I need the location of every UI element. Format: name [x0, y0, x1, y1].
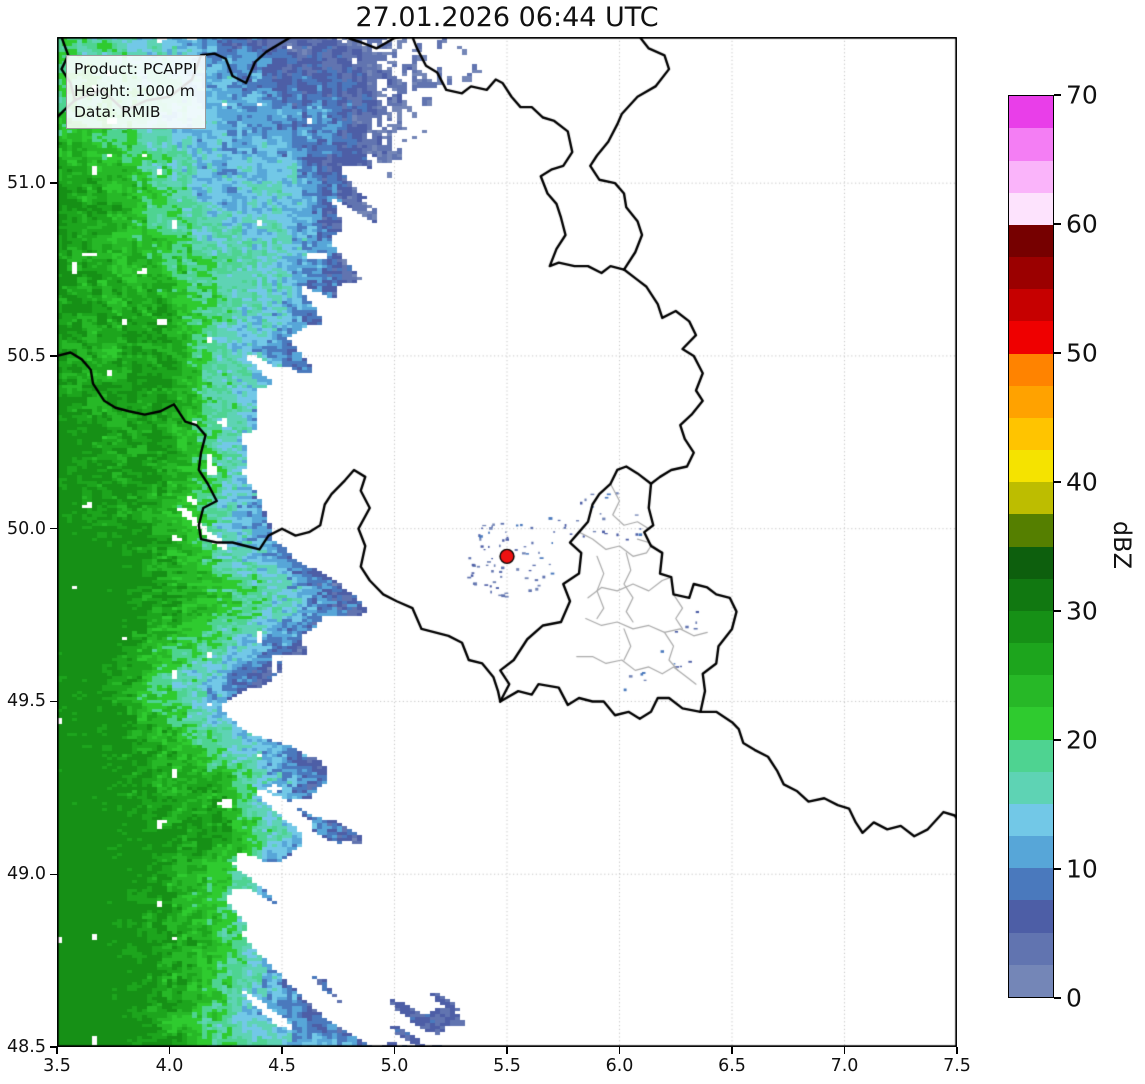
x-tick-mark [956, 1047, 958, 1054]
colorbar-block [1009, 128, 1053, 161]
y-tick-label: 50.0 [7, 518, 46, 539]
colorbar-block [1009, 964, 1053, 997]
x-tick-mark [168, 1047, 171, 1054]
colorbar-block [1009, 610, 1053, 644]
colorbar-tick-mark [1054, 997, 1061, 999]
colorbar-tick-label: 70 [1066, 80, 1098, 110]
colorbar-block [1009, 578, 1053, 611]
colorbar-tick-label: 40 [1066, 467, 1098, 497]
y-tick-mark [50, 700, 57, 703]
colorbar-tick-label: 60 [1066, 209, 1098, 239]
colorbar-block [1009, 257, 1053, 290]
colorbar-tick-mark [1054, 94, 1061, 96]
colorbar-block [1009, 96, 1053, 129]
colorbar-block [1009, 803, 1053, 837]
colorbar-block [1009, 385, 1053, 418]
colorbar-block [1009, 353, 1053, 386]
colorbar-tick-mark [1054, 868, 1061, 870]
colorbar-block [1009, 707, 1053, 740]
info-data-line: Data: RMIB [74, 103, 161, 121]
colorbar [1008, 95, 1054, 998]
y-tick-label: 51.0 [7, 173, 46, 194]
y-tick-mark [50, 355, 57, 357]
colorbar-tick-mark [1054, 352, 1061, 354]
colorbar-block [1009, 417, 1053, 451]
x-tick-label: 6.5 [718, 1056, 746, 1076]
colorbar-block [1009, 836, 1053, 869]
colorbar-block [1009, 932, 1053, 965]
x-tick-mark [618, 1047, 621, 1054]
x-tick-label: 7.0 [830, 1056, 859, 1076]
colorbar-block [1009, 739, 1053, 772]
colorbar-tick-mark [1054, 739, 1061, 741]
colorbar-block [1009, 514, 1053, 547]
x-tick-mark [393, 1047, 396, 1054]
x-tick-mark [281, 1047, 283, 1054]
y-tick-mark [50, 1046, 57, 1048]
x-tick-mark [56, 1047, 58, 1054]
y-tick-mark [50, 527, 57, 530]
colorbar-block [1009, 160, 1053, 193]
x-tick-label: 7.5 [943, 1056, 971, 1076]
y-tick-mark [50, 182, 57, 184]
y-tick-label: 49.5 [7, 691, 46, 712]
colorbar-tick-label: 30 [1066, 596, 1098, 626]
colorbar-tick-mark [1054, 610, 1061, 612]
radar-map-canvas [57, 37, 957, 1047]
x-tick-mark [731, 1047, 733, 1054]
colorbar-block [1009, 482, 1053, 515]
x-tick-label: 5.5 [493, 1056, 521, 1076]
colorbar-tick-label: 10 [1066, 854, 1098, 884]
y-tick-label: 48.5 [7, 1037, 46, 1057]
info-product-line: Product: PCAPPI [74, 60, 198, 78]
colorbar-block [1009, 224, 1053, 258]
info-height-line: Height: 1000 m [74, 81, 195, 100]
colorbar-block [1009, 321, 1053, 354]
colorbar-block [1009, 450, 1053, 483]
y-tick-mark [50, 873, 57, 875]
colorbar-block [1009, 675, 1053, 708]
product-info-box: Product: PCAPPI Height: 1000 m Data: RMI… [66, 55, 207, 129]
x-tick-label: 4.5 [268, 1056, 296, 1076]
x-tick-mark [506, 1047, 508, 1054]
colorbar-block [1009, 192, 1053, 225]
x-tick-label: 4.0 [155, 1056, 184, 1076]
colorbar-tick-mark [1054, 223, 1061, 225]
figure-title: 27.01.2026 06:44 UTC [355, 2, 659, 33]
map-panel: Product: PCAPPI Height: 1000 m Data: RMI… [57, 37, 957, 1047]
colorbar-tick-label: 20 [1066, 725, 1098, 755]
colorbar-tick-label: 50 [1066, 338, 1098, 368]
colorbar-block [1009, 546, 1053, 579]
colorbar-block [1009, 771, 1053, 804]
x-tick-label: 3.5 [43, 1056, 71, 1076]
y-tick-label: 49.0 [7, 864, 46, 885]
colorbar-block [1009, 900, 1053, 933]
colorbar-unit-label: dBZ [1108, 520, 1136, 570]
colorbar-block [1009, 643, 1053, 676]
colorbar-tick-mark [1054, 481, 1061, 483]
colorbar-tick-label: 0 [1066, 983, 1082, 1013]
x-tick-label: 5.0 [380, 1056, 409, 1076]
colorbar-block [1009, 289, 1053, 322]
y-tick-label: 50.5 [7, 345, 46, 366]
x-tick-label: 6.0 [605, 1056, 634, 1076]
colorbar-block [1009, 868, 1053, 901]
x-tick-mark [843, 1047, 846, 1054]
